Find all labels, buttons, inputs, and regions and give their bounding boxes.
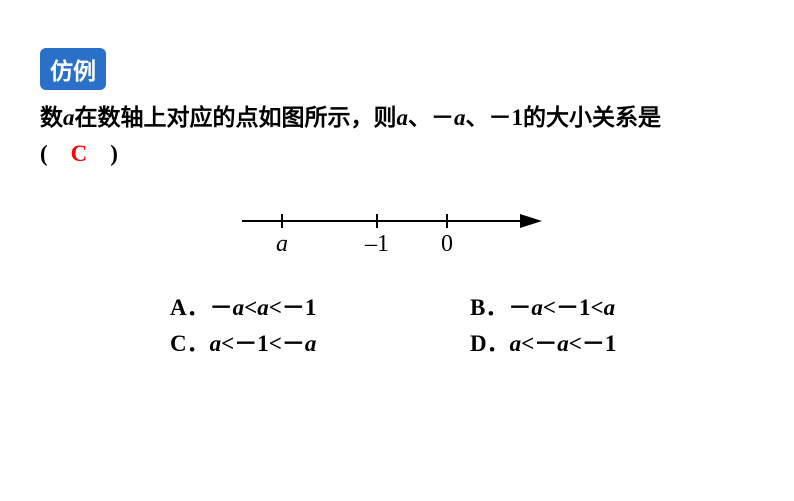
choice-D-expr: a<－a<－1 [510,331,617,356]
paren-close: ) [87,141,118,166]
choice-D: D．a<－a<－1 [470,326,616,362]
q-sep2: 、 [466,105,489,130]
example-tag: 仿例 [40,48,106,90]
choice-C-label: C [170,331,187,356]
q-pre: 数 [40,105,63,130]
choice-B-expr: －a<－1<a [508,295,615,320]
choice-C-expr: a<－1<－a [210,331,317,356]
q-sep1: 、 [408,105,431,130]
q-v2: a [454,105,466,130]
choice-A-expr: －a<a<－1 [210,295,317,320]
arrow-icon [520,214,542,228]
choices-block: A．－a<a<－1 B．－a<－1<a C．a<－1<－a D．a<－a<－1 [170,290,754,361]
q-end: 的大小关系是 [523,105,661,130]
choice-D-label: D [470,331,487,356]
choice-A-label: A [170,295,187,320]
choice-A: A．－a<a<－1 [170,290,470,326]
tick-a-label: a [276,231,288,257]
tick-neg1-label: –1 [364,231,389,257]
q-mid: 在数轴上对应的点如图所示，则 [75,105,397,130]
q-v3: －1 [489,105,524,130]
choice-B-label: B [470,295,485,320]
choice-B: B．－a<－1<a [470,290,615,326]
number-line-figure: a –1 0 [40,201,754,266]
choice-C: C．a<－1<－a [170,326,470,362]
answer-letter: C [71,141,88,166]
q-v1: a [397,105,409,130]
q-var-a: a [63,105,75,130]
paren-open: ( [40,141,71,166]
tick-zero-label: 0 [441,231,453,257]
question-text: 数a在数轴上对应的点如图所示，则a、－a、－1的大小关系是 ( C ) [40,100,754,171]
q-neg1: － [431,105,454,130]
